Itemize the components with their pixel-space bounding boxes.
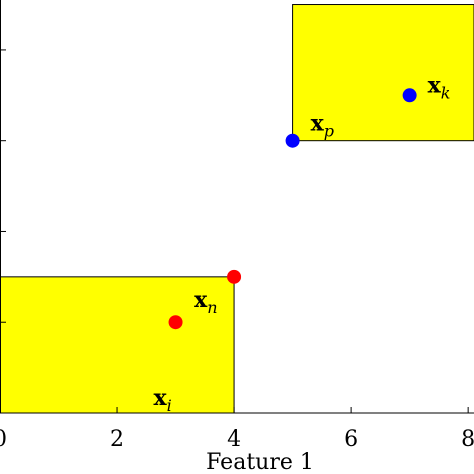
point-label: xi xyxy=(154,385,172,415)
region xyxy=(0,276,235,414)
point-label-sub: n xyxy=(207,298,217,317)
x-axis-label: Feature 1 xyxy=(206,450,314,474)
point-label-sub: i xyxy=(167,396,172,415)
x-tick-label: 8 xyxy=(461,427,474,452)
x-tick-label: 2 xyxy=(110,427,124,452)
region xyxy=(292,4,474,142)
x-tick-label: 6 xyxy=(344,427,358,452)
point xyxy=(227,269,242,284)
point-label-sub: p xyxy=(324,122,334,141)
x-tick-label: 0 xyxy=(0,427,7,452)
point-label: xn xyxy=(194,287,217,317)
point xyxy=(168,315,183,330)
point-label: xk xyxy=(428,72,451,102)
point-label-base: x xyxy=(428,72,442,98)
x-tick-label: 4 xyxy=(227,427,241,452)
point xyxy=(402,88,417,103)
point-label-base: x xyxy=(194,287,208,313)
point-label: xp xyxy=(311,111,334,141)
point-label-base: x xyxy=(154,385,168,411)
point xyxy=(285,133,300,148)
point-label-sub: k xyxy=(441,83,451,102)
point-label-base: x xyxy=(311,111,325,137)
